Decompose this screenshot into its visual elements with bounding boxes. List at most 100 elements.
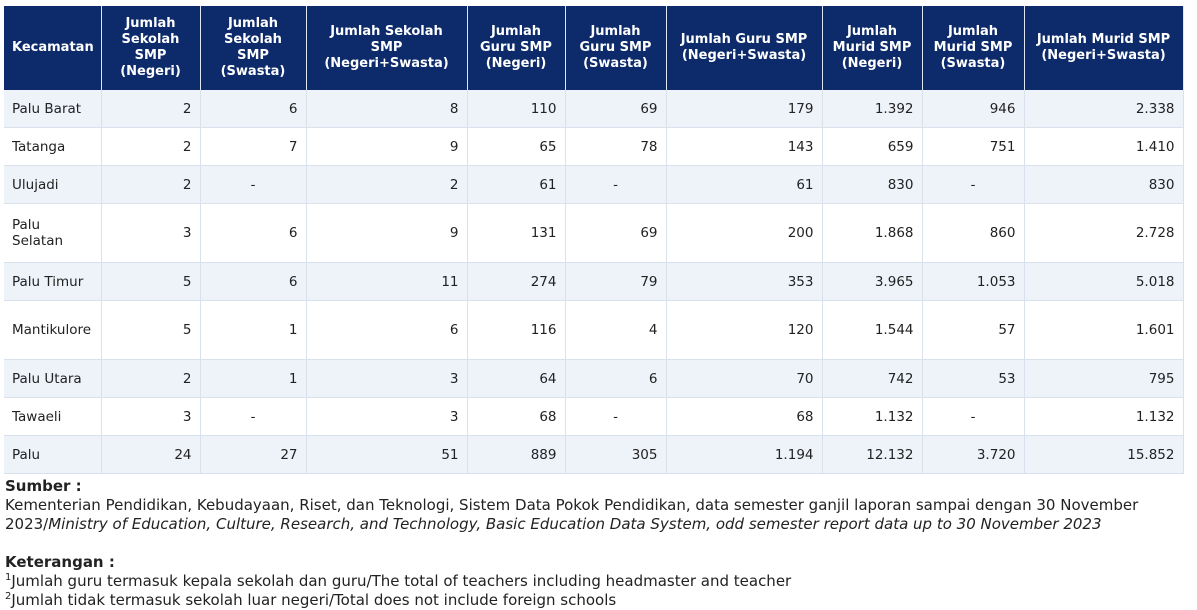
value-cell: 3.720 bbox=[922, 435, 1025, 474]
value-cell: 6 bbox=[200, 262, 307, 301]
table-row: Tatanga 2 7 9 65 78 143 659 751 1.410 bbox=[4, 127, 1184, 166]
district-cell: Tatanga bbox=[4, 127, 102, 166]
value-cell: 64 bbox=[467, 359, 566, 398]
value-cell: 742 bbox=[822, 359, 923, 398]
value-cell: 51 bbox=[306, 435, 468, 474]
note: 1Jumlah guru termasuk kepala sekolah dan… bbox=[5, 572, 1185, 591]
value-cell: 1.132 bbox=[822, 397, 923, 436]
value-cell: - bbox=[922, 165, 1025, 204]
header-cell: Jumlah Murid SMP (Negeri+Swasta) bbox=[1024, 6, 1184, 90]
district-cell: Palu Timur bbox=[4, 262, 102, 301]
value-cell: 2 bbox=[101, 165, 201, 204]
value-cell: 3.965 bbox=[822, 262, 923, 301]
value-cell: 27 bbox=[200, 435, 307, 474]
value-cell: 1.194 bbox=[666, 435, 823, 474]
value-cell: 131 bbox=[467, 203, 566, 263]
value-cell: 61 bbox=[666, 165, 823, 204]
note-text: Jumlah guru termasuk kepala sekolah dan … bbox=[11, 572, 792, 590]
value-cell: 6 bbox=[565, 359, 667, 398]
note-text: Jumlah tidak termasuk sekolah luar neger… bbox=[11, 591, 617, 609]
value-cell: 5 bbox=[101, 262, 201, 301]
value-cell: 1.544 bbox=[822, 300, 923, 360]
value-cell: - bbox=[565, 397, 667, 436]
value-cell: 1.132 bbox=[1024, 397, 1184, 436]
header-cell: Jumlah Murid SMP (Negeri) bbox=[822, 6, 923, 90]
table-row: Palu Selatan 3 6 9 131 69 200 1.868 860 2.728 bbox=[4, 203, 1184, 263]
district-cell: Ulujadi bbox=[4, 165, 102, 204]
value-cell: 200 bbox=[666, 203, 823, 263]
header-cell: Jumlah Sekolah SMP (Negeri+Swasta) bbox=[306, 6, 468, 90]
header-cell: Jumlah Murid SMP (Swasta) bbox=[922, 6, 1025, 90]
value-cell: 830 bbox=[1024, 165, 1184, 204]
value-cell: 751 bbox=[922, 127, 1025, 166]
value-cell: 6 bbox=[200, 203, 307, 263]
district-cell: Mantikulore bbox=[4, 300, 102, 360]
value-cell: 110 bbox=[467, 90, 566, 128]
value-cell: 70 bbox=[666, 359, 823, 398]
value-cell: 659 bbox=[822, 127, 923, 166]
value-cell: 143 bbox=[666, 127, 823, 166]
value-cell: 1.392 bbox=[822, 90, 923, 128]
value-cell: 860 bbox=[922, 203, 1025, 263]
value-cell: 5 bbox=[101, 300, 201, 360]
value-cell: 2.338 bbox=[1024, 90, 1184, 128]
value-cell: 6 bbox=[200, 90, 307, 128]
table-row: Palu Utara 2 1 3 64 6 70 742 53 795 bbox=[4, 359, 1184, 398]
note: 2Jumlah tidak termasuk sekolah luar nege… bbox=[5, 591, 1185, 610]
notes-label: Keterangan : bbox=[5, 553, 115, 571]
value-cell: 8 bbox=[306, 90, 468, 128]
value-cell: 179 bbox=[666, 90, 823, 128]
district-cell: Palu Utara bbox=[4, 359, 102, 398]
table-row: Mantikulore 5 1 6 116 4 120 1.544 57 1.601 bbox=[4, 300, 1184, 360]
value-cell: 1 bbox=[200, 300, 307, 360]
header-cell: Jumlah Sekolah SMP (Negeri) bbox=[101, 6, 201, 90]
value-cell: 1.601 bbox=[1024, 300, 1184, 360]
value-cell: 2 bbox=[101, 90, 201, 128]
header-row: Kecamatan Jumlah Sekolah SMP (Negeri) Juml… bbox=[4, 6, 1184, 90]
value-cell: 5.018 bbox=[1024, 262, 1184, 301]
value-cell: 2.728 bbox=[1024, 203, 1184, 263]
value-cell: 15.852 bbox=[1024, 435, 1184, 474]
value-cell: - bbox=[565, 165, 667, 204]
value-cell: 69 bbox=[565, 203, 667, 263]
value-cell: 2 bbox=[101, 127, 201, 166]
value-cell: 946 bbox=[922, 90, 1025, 128]
value-cell: 9 bbox=[306, 127, 468, 166]
value-cell: 3 bbox=[101, 203, 201, 263]
value-cell: 12.132 bbox=[822, 435, 923, 474]
value-cell: 2 bbox=[101, 359, 201, 398]
value-cell: 274 bbox=[467, 262, 566, 301]
header-cell: Kecamatan bbox=[4, 6, 102, 90]
value-cell: 1.410 bbox=[1024, 127, 1184, 166]
note-mark: 1 bbox=[5, 572, 12, 583]
value-cell: 69 bbox=[565, 90, 667, 128]
value-cell: 1 bbox=[200, 359, 307, 398]
header-cell: Jumlah Guru SMP (Negeri) bbox=[467, 6, 566, 90]
note-mark: 2 bbox=[5, 591, 12, 602]
header-cell: Jumlah Guru SMP (Negeri+Swasta) bbox=[666, 6, 823, 90]
value-cell: 830 bbox=[822, 165, 923, 204]
value-cell: - bbox=[200, 165, 307, 204]
value-cell: - bbox=[200, 397, 307, 436]
value-cell: 53 bbox=[922, 359, 1025, 398]
value-cell: - bbox=[922, 397, 1025, 436]
source-en: Ministry of Education, Culture, Research… bbox=[48, 515, 1102, 533]
value-cell: 7 bbox=[200, 127, 307, 166]
source-text: Kementerian Pendidikan, Kebudayaan, Rise… bbox=[5, 496, 1185, 534]
table-row: Palu 24 27 51 889 305 1.194 12.132 3.720 15.852 bbox=[4, 435, 1184, 474]
footnotes: Sumber : Kementerian Pendidikan, Kebuday… bbox=[5, 477, 1185, 610]
value-cell: 79 bbox=[565, 262, 667, 301]
value-cell: 3 bbox=[306, 397, 468, 436]
value-cell: 9 bbox=[306, 203, 468, 263]
table-row: Tawaeli 3-3 68-68 1.132-1.132 bbox=[4, 397, 1184, 436]
value-cell: 78 bbox=[565, 127, 667, 166]
district-cell: Palu Barat bbox=[4, 90, 102, 128]
value-cell: 3 bbox=[101, 397, 201, 436]
value-cell: 24 bbox=[101, 435, 201, 474]
value-cell: 68 bbox=[467, 397, 566, 436]
table-row: Palu Barat 2 6 8 110 69 179 1.392 946 2.338 bbox=[4, 90, 1184, 128]
header-cell: Jumlah Guru SMP (Swasta) bbox=[565, 6, 667, 90]
value-cell: 1.868 bbox=[822, 203, 923, 263]
district-cell: Palu Selatan bbox=[4, 203, 102, 263]
